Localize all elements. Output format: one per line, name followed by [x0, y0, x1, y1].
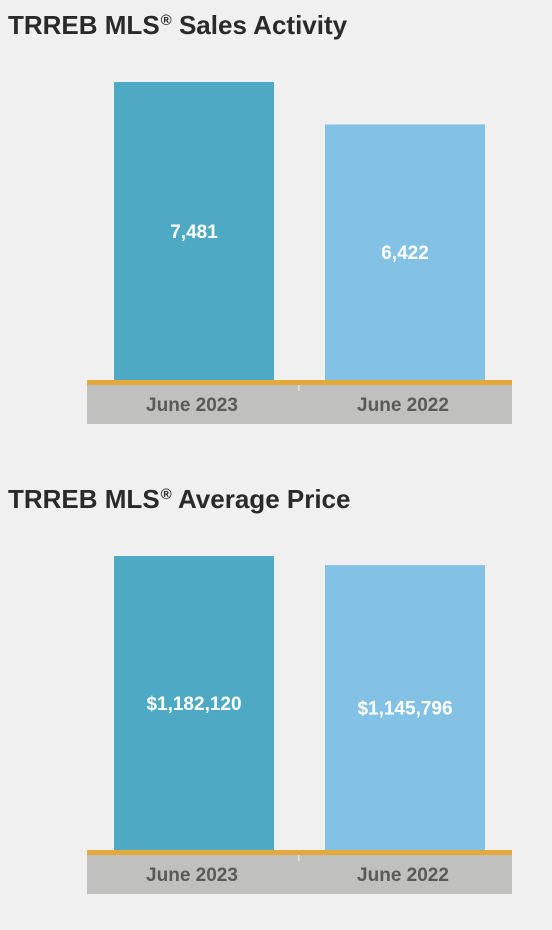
chart-title: TRREB MLS® Average Price: [8, 484, 351, 514]
data-label: 7,481: [170, 222, 218, 243]
x-tick-label: June 2022: [357, 395, 449, 416]
x-tick-label: June 2023: [146, 865, 238, 886]
baseline: [87, 380, 512, 385]
bar-june-2023: [114, 82, 274, 382]
chart-title: TRREB MLS® Sales Activity: [8, 10, 348, 40]
baseline: [87, 850, 512, 855]
data-label: $1,145,796: [357, 699, 452, 720]
x-axis-band: [87, 385, 512, 424]
x-tick-label: June 2022: [357, 865, 449, 886]
bar-june-2022: [325, 565, 485, 852]
average-price-chart: TRREB MLS® Average Price $1,182,120 June …: [0, 474, 552, 914]
data-label: 6,422: [381, 243, 429, 264]
average-price-plot: $1,182,120 June 2023 $1,145,796 June 2022: [87, 556, 512, 894]
x-axis-band: [87, 855, 512, 894]
sales-activity-plot: 7,481 June 2023 6,422 June 2022: [87, 82, 512, 424]
data-label: $1,182,120: [146, 694, 241, 715]
x-tick-label: June 2023: [146, 395, 238, 416]
x-axis-divider: [298, 385, 300, 391]
bar-june-2023: [114, 556, 274, 852]
sales-activity-chart: TRREB MLS® Sales Activity 7,481 June 2023…: [0, 0, 552, 440]
x-axis-divider: [298, 855, 300, 861]
bar-june-2022: [325, 124, 485, 382]
